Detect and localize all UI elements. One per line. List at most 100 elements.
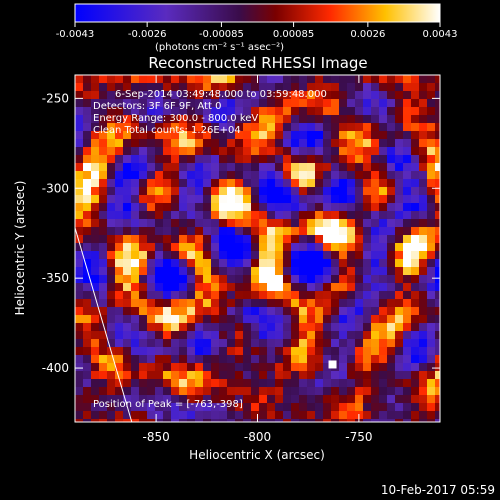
heatmap-cell bbox=[75, 155, 83, 163]
heatmap-cell bbox=[203, 99, 211, 107]
heatmap-cell bbox=[187, 155, 195, 163]
heatmap-cell bbox=[395, 379, 403, 387]
heatmap-cell bbox=[435, 267, 440, 275]
heatmap-cell bbox=[395, 299, 403, 307]
colorbar-tick-label: -0.00085 bbox=[199, 29, 244, 40]
heatmap-cell bbox=[363, 395, 371, 403]
heatmap-cell bbox=[307, 363, 315, 371]
heatmap-cell bbox=[99, 123, 107, 131]
heatmap-cell bbox=[315, 107, 323, 115]
heatmap-cell bbox=[435, 419, 440, 422]
heatmap-cell bbox=[411, 251, 419, 259]
heatmap-cell bbox=[259, 131, 267, 139]
heatmap-cell bbox=[99, 259, 107, 267]
heatmap-cell bbox=[123, 243, 131, 251]
heatmap-cell bbox=[291, 419, 299, 422]
heatmap-cell bbox=[195, 211, 203, 219]
peak-position-label: Position of Peak = [-763,-398] bbox=[93, 399, 243, 410]
heatmap-cell bbox=[155, 275, 163, 283]
heatmap-cell bbox=[139, 387, 147, 395]
heatmap-cell bbox=[99, 395, 107, 403]
heatmap-cell bbox=[387, 83, 395, 91]
heatmap-cell bbox=[435, 83, 440, 91]
heatmap-cell bbox=[251, 179, 259, 187]
heatmap-cell bbox=[395, 235, 403, 243]
heatmap-cell bbox=[107, 379, 115, 387]
heatmap-cell bbox=[379, 307, 387, 315]
heatmap-cell bbox=[363, 419, 371, 422]
heatmap-cell bbox=[251, 259, 259, 267]
peak-pixel bbox=[328, 360, 337, 369]
heatmap-cell bbox=[123, 163, 131, 171]
heatmap-cell bbox=[355, 139, 363, 147]
heatmap-cell bbox=[123, 131, 131, 139]
heatmap-cell bbox=[323, 259, 331, 267]
heatmap-cell bbox=[379, 347, 387, 355]
heatmap-cell bbox=[323, 179, 331, 187]
heatmap-cell bbox=[131, 131, 139, 139]
heatmap-cell bbox=[411, 171, 419, 179]
heatmap-cell bbox=[211, 243, 219, 251]
heatmap-cell bbox=[323, 379, 331, 387]
heatmap-cell bbox=[275, 419, 283, 422]
heatmap-cell bbox=[195, 235, 203, 243]
heatmap-cell bbox=[131, 291, 139, 299]
heatmap-cell bbox=[299, 419, 307, 422]
heatmap-cell bbox=[147, 267, 155, 275]
heatmap-cell bbox=[123, 331, 131, 339]
heatmap-cell bbox=[195, 283, 203, 291]
heatmap-cell bbox=[91, 307, 99, 315]
heatmap-cell bbox=[267, 363, 275, 371]
heatmap-cell bbox=[131, 99, 139, 107]
heatmap-cell bbox=[171, 387, 179, 395]
heatmap-cell bbox=[155, 299, 163, 307]
heatmap-cell bbox=[83, 267, 91, 275]
heatmap-cell bbox=[99, 115, 107, 123]
heatmap-cell bbox=[315, 411, 323, 419]
heatmap-cell bbox=[259, 179, 267, 187]
heatmap-cell bbox=[131, 379, 139, 387]
heatmap-cell bbox=[267, 291, 275, 299]
heatmap-cell bbox=[211, 187, 219, 195]
heatmap-cell bbox=[331, 387, 339, 395]
heatmap-cell bbox=[259, 419, 267, 422]
heatmap-cell bbox=[403, 323, 411, 331]
heatmap-cell bbox=[195, 227, 203, 235]
heatmap-cell bbox=[139, 267, 147, 275]
heatmap-cell bbox=[211, 91, 219, 99]
heatmap-cell bbox=[339, 411, 347, 419]
heatmap-cell bbox=[315, 323, 323, 331]
heatmap-cell bbox=[235, 347, 243, 355]
heatmap-cell bbox=[387, 243, 395, 251]
heatmap-cell bbox=[331, 219, 339, 227]
heatmap-cell bbox=[139, 315, 147, 323]
heatmap-cell bbox=[387, 195, 395, 203]
heatmap-cell bbox=[403, 155, 411, 163]
heatmap-cell bbox=[235, 235, 243, 243]
heatmap-cell bbox=[155, 363, 163, 371]
heatmap-cell bbox=[227, 203, 235, 211]
heatmap-cell bbox=[339, 75, 347, 83]
heatmap-cell bbox=[99, 275, 107, 283]
heatmap-cell bbox=[99, 291, 107, 299]
heatmap-cell bbox=[75, 171, 83, 179]
heatmap-cell bbox=[155, 251, 163, 259]
heatmap-cell bbox=[315, 227, 323, 235]
heatmap-cell bbox=[251, 387, 259, 395]
heatmap-cell bbox=[347, 227, 355, 235]
heatmap-cell bbox=[323, 339, 331, 347]
heatmap-cell bbox=[419, 195, 427, 203]
heatmap-cell bbox=[75, 195, 83, 203]
heatmap-cell bbox=[171, 291, 179, 299]
heatmap-cell bbox=[427, 363, 435, 371]
heatmap-cell bbox=[75, 99, 83, 107]
heatmap-cell bbox=[123, 363, 131, 371]
heatmap-cell bbox=[259, 403, 267, 411]
heatmap-cell bbox=[187, 395, 195, 403]
heatmap-cell bbox=[267, 115, 275, 123]
heatmap-cell bbox=[347, 395, 355, 403]
heatmap-cell bbox=[419, 163, 427, 171]
heatmap-cell bbox=[75, 75, 83, 83]
heatmap-cell bbox=[235, 75, 243, 83]
heatmap-cell bbox=[419, 395, 427, 403]
